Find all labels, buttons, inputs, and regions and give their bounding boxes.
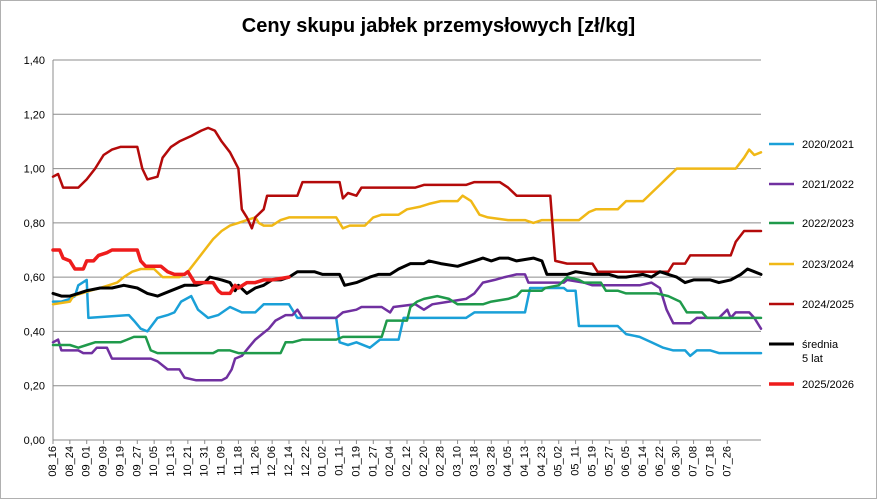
x-tick-label: 07_26 <box>721 446 733 477</box>
x-tick-label: 05_27 <box>603 446 615 477</box>
y-tick-label: 0,80 <box>24 218 45 230</box>
series-line-0 <box>51 278 763 358</box>
x-tick-label: 01_19 <box>350 446 362 477</box>
legend-label: 2020/2021 <box>802 139 854 151</box>
axes: 0,00 0,20 0,40 0,60 0,80 1,00 1,20 1,40 08_16 08_… <box>24 55 761 477</box>
chart-title: Ceny skupu jabłek przemysłowych [zł/kg] <box>241 15 636 37</box>
x-tick-label: 11_18 <box>232 446 244 476</box>
gridlines <box>53 59 761 441</box>
x-tick-label: 02_12 <box>401 446 413 477</box>
x-tick-label: 01_11 <box>334 446 346 476</box>
x-tick-label: 08_16 <box>47 446 59 477</box>
series-line-6 <box>51 248 291 296</box>
x-tick-label: 04_05 <box>502 446 514 477</box>
y-tick-label: 1,40 <box>24 55 45 67</box>
series-lines <box>51 126 763 382</box>
x-tick-label: 12_06 <box>266 446 278 477</box>
series-line-3 <box>51 148 763 306</box>
x-tick-label: 06_22 <box>654 446 666 477</box>
x-tick-label: 08_24 <box>64 446 76 477</box>
series-line-2 <box>51 275 763 355</box>
legend-label: 2023/2024 <box>802 259 854 271</box>
series-line-1 <box>51 273 763 382</box>
x-tick-label: 05_02 <box>553 446 565 477</box>
x-tick-label: 06_14 <box>637 446 649 477</box>
series-line-5 <box>51 256 763 298</box>
legend-label: 2022/2023 <box>802 218 854 230</box>
x-tick-label: 11_09 <box>216 446 228 476</box>
x-tick-label: 05_11 <box>570 446 582 476</box>
x-tick-label: 06_30 <box>671 446 683 477</box>
x-tick-label: 10_31 <box>199 446 211 477</box>
y-tick-label: 1,20 <box>24 109 45 121</box>
x-tick-label: 09_27 <box>131 446 143 477</box>
x-tick-label: 07_18 <box>704 446 716 477</box>
y-tick-label: 1,00 <box>24 164 45 176</box>
x-tick-label: 04_13 <box>519 446 531 477</box>
x-tick-label: 06_05 <box>620 446 632 477</box>
x-tick-label: 04_23 <box>536 446 548 477</box>
x-tick-label: 10_13 <box>165 446 177 477</box>
x-tick-label: 03_28 <box>485 446 497 477</box>
legend-label-line2: 5 lat <box>802 353 823 365</box>
x-tick-label: 11_26 <box>249 446 261 476</box>
x-tick-label: 02_20 <box>418 446 430 477</box>
legend-label: średnia <box>802 339 839 351</box>
x-tick-label: 09_09 <box>98 446 110 477</box>
y-tick-label: 0,60 <box>24 272 45 284</box>
legend: 2020/2021 2021/2022 2022/2023 2023/2024 2024… <box>769 139 854 391</box>
y-tick-label: 0,40 <box>24 326 45 338</box>
x-tick-label: 01_27 <box>367 446 379 477</box>
legend-label: 2021/2022 <box>802 179 854 191</box>
x-tick-label: 12_22 <box>300 446 312 477</box>
x-tick-label: 12_14 <box>283 446 295 477</box>
legend-label: 2025/2026 <box>802 379 854 391</box>
x-tick-label: 10_21 <box>182 446 194 477</box>
x-tick-label: 01_02 <box>317 446 329 477</box>
x-tick-label: 03_10 <box>452 446 464 477</box>
y-tick-label: 0,00 <box>24 435 45 447</box>
x-tick-label: 09_19 <box>114 446 126 477</box>
x-tick-label: 09_01 <box>81 446 93 477</box>
x-tick-label: 03_18 <box>468 446 480 477</box>
x-tick-label: 07_08 <box>688 446 700 477</box>
series-line-4 <box>51 126 763 273</box>
legend-label: 2024/2025 <box>802 299 854 311</box>
x-tick-label: 05_19 <box>586 446 598 477</box>
x-tick-label: 10_05 <box>148 446 160 477</box>
y-tick-label: 0,20 <box>24 381 45 393</box>
x-tick-label: 02_28 <box>435 446 447 477</box>
x-tick-label: 02_04 <box>384 446 396 477</box>
